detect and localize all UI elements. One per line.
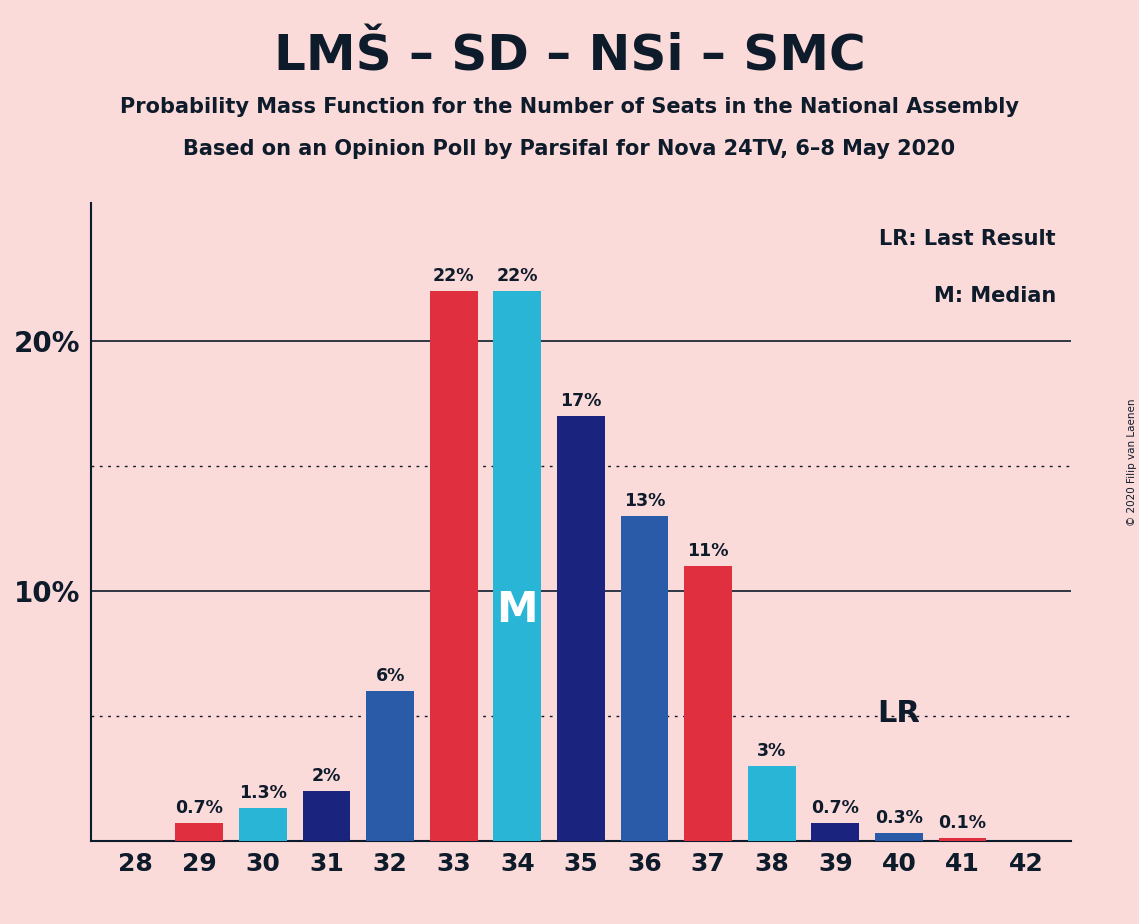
Bar bbox=[429, 291, 477, 841]
Text: LR: Last Result: LR: Last Result bbox=[879, 229, 1056, 249]
Text: 1.3%: 1.3% bbox=[239, 784, 287, 802]
Bar bbox=[811, 823, 859, 841]
Bar bbox=[239, 808, 287, 841]
Text: 0.7%: 0.7% bbox=[175, 799, 223, 817]
Text: 22%: 22% bbox=[497, 266, 538, 285]
Bar bbox=[685, 565, 732, 841]
Bar bbox=[303, 791, 351, 841]
Bar bbox=[367, 691, 413, 841]
Text: 17%: 17% bbox=[560, 392, 601, 409]
Bar bbox=[748, 766, 795, 841]
Text: M: M bbox=[497, 589, 538, 631]
Text: 0.3%: 0.3% bbox=[875, 809, 923, 827]
Bar bbox=[175, 823, 223, 841]
Text: 3%: 3% bbox=[757, 742, 786, 760]
Text: © 2020 Filip van Laenen: © 2020 Filip van Laenen bbox=[1126, 398, 1137, 526]
Bar bbox=[939, 838, 986, 841]
Text: Probability Mass Function for the Number of Seats in the National Assembly: Probability Mass Function for the Number… bbox=[120, 97, 1019, 117]
Text: 2%: 2% bbox=[312, 767, 342, 784]
Text: 22%: 22% bbox=[433, 266, 475, 285]
Bar bbox=[875, 833, 923, 841]
Text: M: Median: M: Median bbox=[934, 286, 1056, 306]
Text: 0.7%: 0.7% bbox=[811, 799, 859, 817]
Text: LMŠ – SD – NSi – SMC: LMŠ – SD – NSi – SMC bbox=[273, 32, 866, 80]
Text: 11%: 11% bbox=[687, 541, 729, 560]
Bar bbox=[493, 291, 541, 841]
Text: Based on an Opinion Poll by Parsifal for Nova 24TV, 6–8 May 2020: Based on an Opinion Poll by Parsifal for… bbox=[183, 139, 956, 159]
Text: 0.1%: 0.1% bbox=[939, 814, 986, 833]
Text: LR: LR bbox=[877, 699, 920, 728]
Bar bbox=[621, 516, 669, 841]
Bar bbox=[557, 416, 605, 841]
Text: 13%: 13% bbox=[624, 492, 665, 509]
Text: 6%: 6% bbox=[376, 666, 404, 685]
